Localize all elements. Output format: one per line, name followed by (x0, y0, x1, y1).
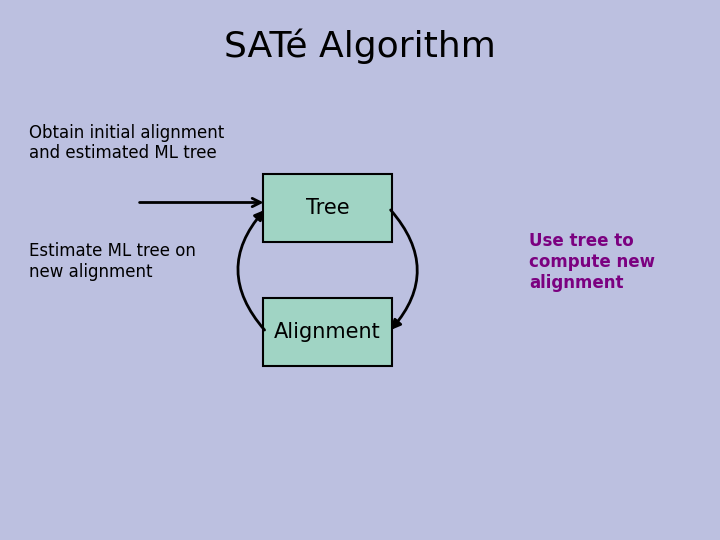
Text: SATé Algorithm: SATé Algorithm (224, 28, 496, 64)
Text: Estimate ML tree on
new alignment: Estimate ML tree on new alignment (29, 242, 196, 281)
FancyBboxPatch shape (263, 298, 392, 366)
FancyArrowPatch shape (238, 212, 264, 330)
FancyArrowPatch shape (391, 210, 418, 328)
FancyBboxPatch shape (263, 174, 392, 241)
Text: Tree: Tree (306, 198, 349, 218)
Text: Obtain initial alignment
and estimated ML tree: Obtain initial alignment and estimated M… (29, 124, 224, 163)
Text: Alignment: Alignment (274, 322, 381, 342)
Text: Use tree to
compute new
alignment: Use tree to compute new alignment (529, 232, 655, 292)
